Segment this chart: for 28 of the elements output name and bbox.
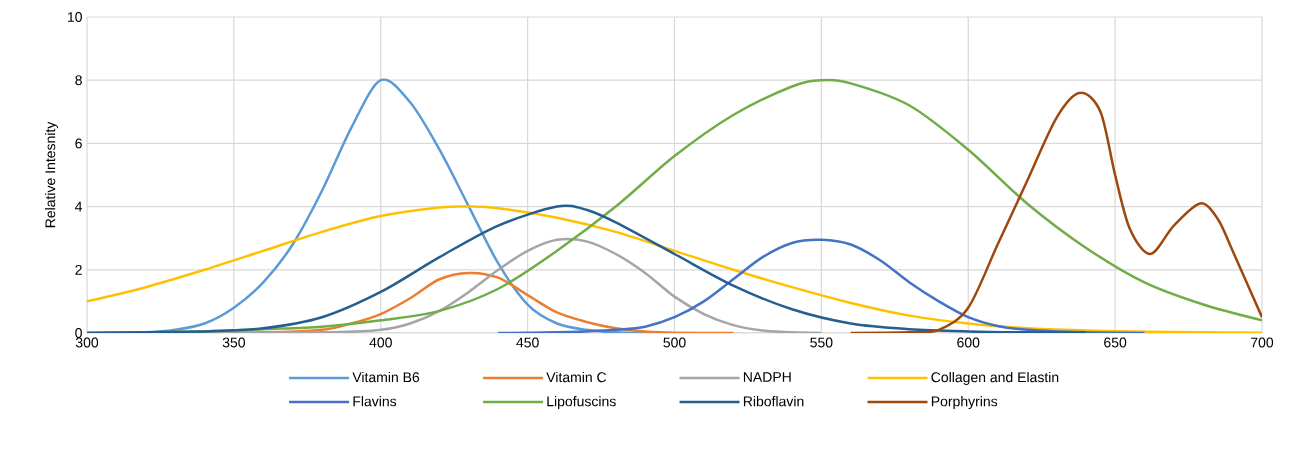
legend-label: Porphyrins [931, 396, 998, 410]
legend-label: Lipofuscins [547, 396, 616, 410]
y-tick-label: 2 [75, 264, 82, 275]
y-tick-label: 4 [75, 201, 83, 212]
x-tick-label: 450 [516, 337, 539, 348]
x-tick-label: 650 [1104, 337, 1127, 348]
legend-label: Vitamin C [546, 371, 607, 383]
legend-label: NADPH [743, 372, 791, 382]
x-tick-label: 550 [810, 337, 833, 348]
line-series [849, 91, 1262, 333]
line-series [497, 238, 1146, 333]
x-tick-label: 300 [75, 337, 99, 348]
y-tick-label: 8 [75, 75, 82, 86]
legend-label: Vitamin B6 [352, 371, 420, 383]
y-tick-label: 6 [75, 138, 82, 149]
line-series [87, 205, 1262, 333]
legend-label: Riboflavin [743, 396, 804, 407]
x-tick-label: 350 [222, 337, 246, 348]
line-series [87, 204, 1087, 333]
y-tick-label: 10 [67, 12, 82, 22]
x-tick-label: 500 [663, 337, 686, 348]
x-tick-label: 400 [369, 337, 392, 348]
legend-label: Flavins [353, 396, 397, 407]
legend-label: Collagen and Elastin [931, 371, 1059, 385]
x-tick-label: 700 [1251, 337, 1274, 348]
x-tick-label: 600 [957, 337, 980, 348]
y-tick-label: 0 [75, 328, 82, 338]
y-axis-title: Relative Intesnity [44, 121, 59, 228]
